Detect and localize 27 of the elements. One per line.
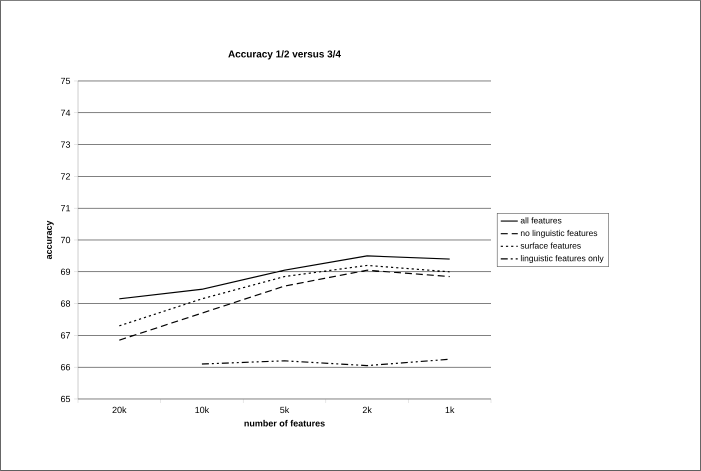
y-tick-label: 69	[60, 268, 70, 275]
y-tick-label: 74	[60, 110, 70, 116]
y-tick-label: 65	[60, 396, 70, 402]
y-tick-label: 72	[60, 173, 70, 180]
x-tick-label: 1k	[446, 406, 454, 413]
chart-title: Accuracy 1/2 versus 3/4	[228, 50, 341, 60]
y-tick-label: 68	[60, 300, 70, 307]
y-tick-label: 75	[60, 78, 70, 84]
y-tick-label: 67	[60, 332, 70, 339]
x-tick-label: 2k	[362, 406, 372, 413]
legend-label: no linguistic features	[520, 230, 598, 238]
y-axis-title: accuracy	[46, 220, 54, 260]
x-axis-title: number of features	[244, 420, 325, 427]
legend-label: linguistic features only	[520, 255, 604, 263]
line-series	[201, 358, 450, 366]
line-series	[118, 264, 450, 326]
y-tick-label: 66	[60, 364, 70, 370]
x-tick-label: 5k	[280, 406, 290, 414]
legend-label: all features	[520, 217, 562, 224]
y-tick-label: 71	[60, 205, 70, 212]
x-tick-label: 20k	[112, 406, 127, 414]
y-tick-label: 73	[60, 141, 70, 148]
y-tick-label: 70	[60, 236, 70, 244]
legend-label: surface features	[520, 242, 581, 249]
line-series	[118, 255, 450, 300]
x-tick-label: 10k	[195, 406, 210, 414]
line-series	[118, 270, 450, 341]
